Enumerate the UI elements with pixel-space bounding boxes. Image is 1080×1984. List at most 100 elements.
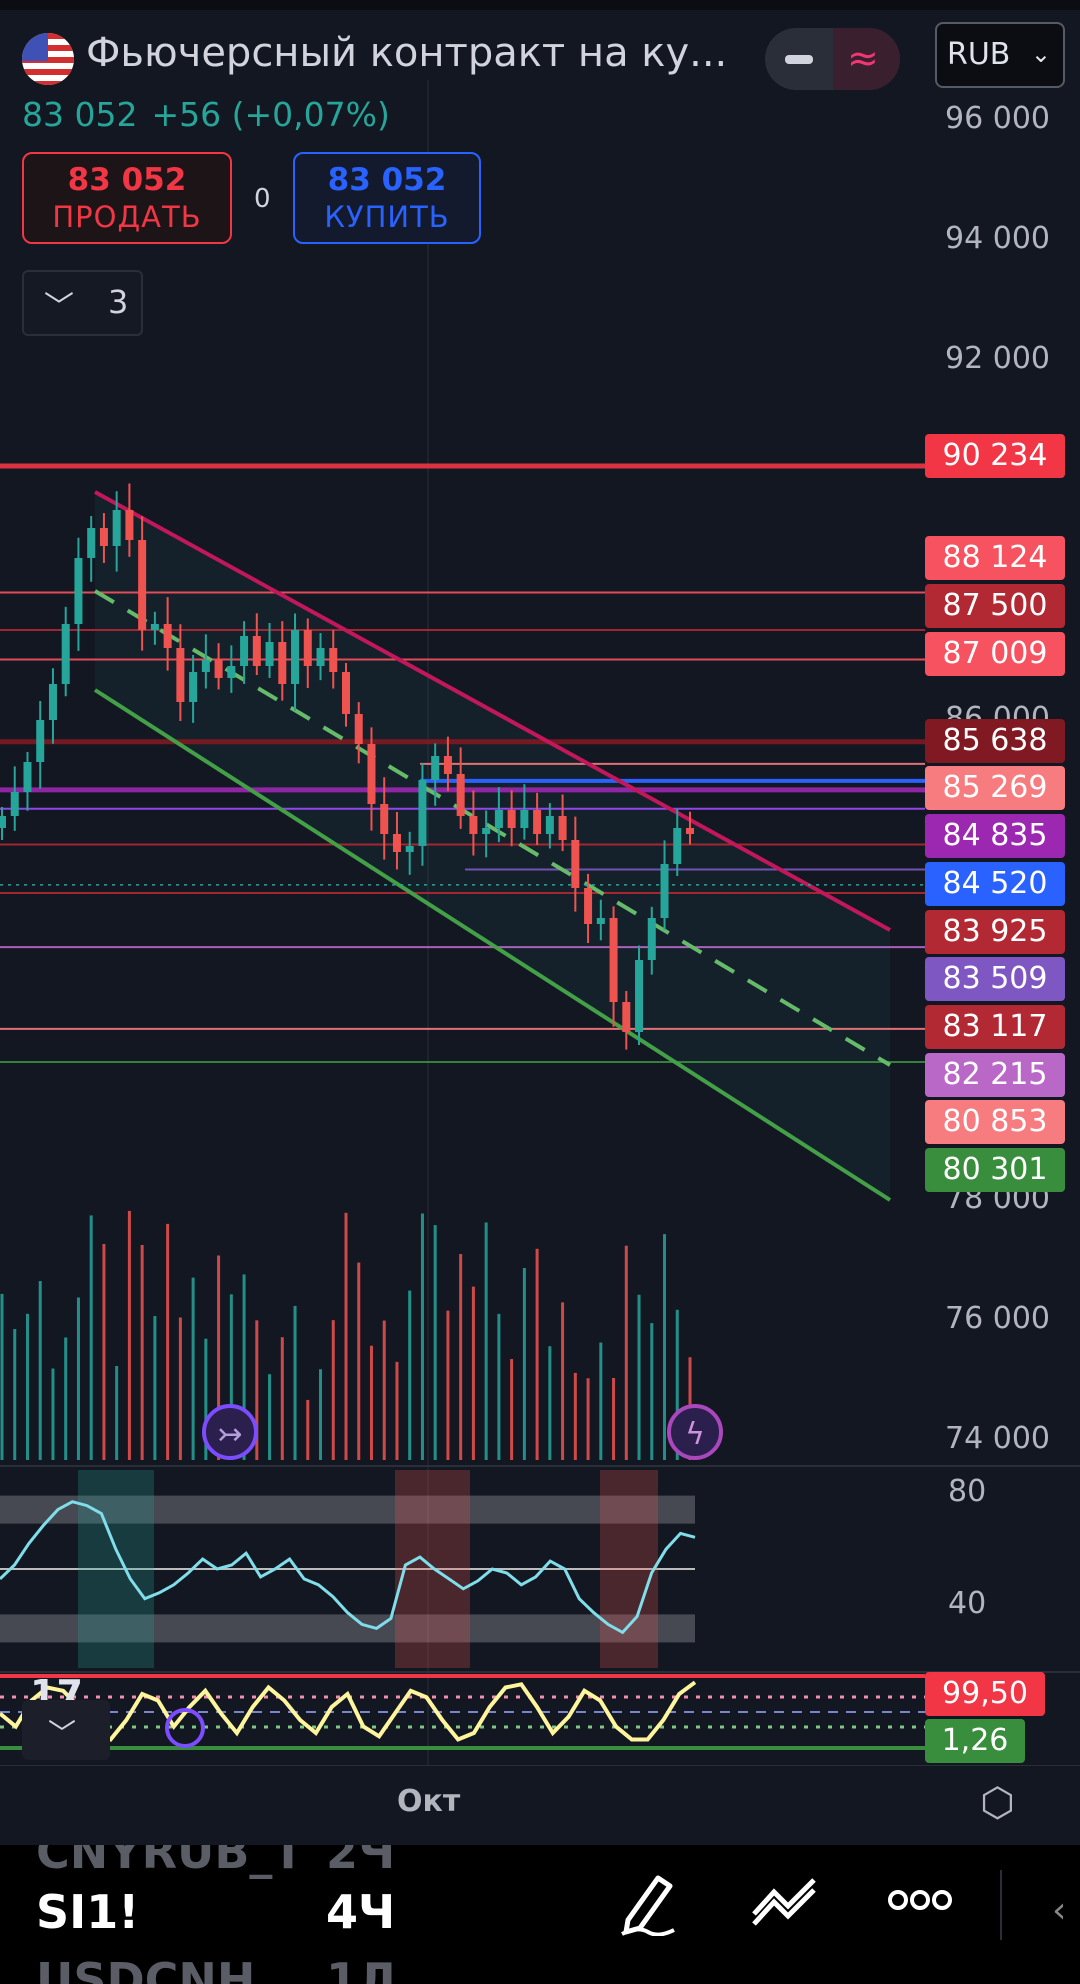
toggle-right-segment[interactable] — [833, 28, 900, 90]
osc-axis-80: 80 — [948, 1474, 987, 1509]
indicators-collapse-button[interactable]: ﹀ 3 — [22, 270, 143, 336]
price-change: +56 (+0,07%) — [151, 95, 390, 134]
volume-bar — [127, 1210, 131, 1460]
watchlist-item-selected[interactable]: SI1! 4Ч — [36, 1885, 395, 1939]
chevron-down-icon: ﹀ — [48, 1717, 77, 1750]
candle-body — [418, 780, 427, 846]
candle-body — [329, 648, 338, 672]
volume-bar — [178, 1317, 182, 1460]
price-line: 83 052 +56 (+0,07%) — [22, 95, 390, 134]
volume-bar — [51, 1368, 55, 1460]
volume-bar — [229, 1294, 233, 1460]
level-badge: 83 925 — [925, 910, 1065, 954]
candle-body — [456, 774, 465, 816]
collapse-left-icon[interactable]: ‹ — [1052, 1890, 1067, 1931]
volume-bar — [217, 1255, 221, 1460]
volume-bar — [357, 1262, 361, 1460]
candle-body — [189, 672, 198, 702]
trend-lines-icon[interactable] — [750, 1870, 820, 1944]
approx-wave-icon: ≈ — [847, 36, 879, 80]
candle-body — [87, 528, 96, 558]
chart-mode-toggle[interactable]: ≈ — [765, 28, 900, 90]
watchlist-item[interactable]: CNYRUB_T 2Ч — [36, 1845, 395, 1879]
volume-bar — [484, 1222, 488, 1460]
candle-body — [520, 810, 529, 828]
currency-select[interactable]: RUB ⌄ — [935, 22, 1065, 88]
arrow-event-glyph: ↣ — [217, 1417, 242, 1452]
candle-body — [545, 816, 554, 834]
candle-body — [482, 828, 491, 834]
pane-collapse-button[interactable]: ﹀ — [22, 1700, 110, 1760]
volume-bar — [433, 1225, 437, 1460]
settings-hexagon-icon[interactable]: ⬡ — [980, 1780, 1015, 1826]
volume-bar — [344, 1212, 348, 1460]
time-axis[interactable]: Окт ⬡ — [0, 1765, 1080, 1846]
watchlist-picker[interactable]: CNYRUB_T 2Ч SI1! 4Ч USDCNH 1Д — [0, 1845, 1080, 1984]
volume-bar — [76, 1297, 80, 1460]
volume-bar — [395, 1361, 399, 1460]
buy-price: 83 052 — [327, 162, 447, 198]
volume-bar — [561, 1302, 565, 1460]
symbol-title[interactable]: Фьючерсный контракт на ку... — [86, 30, 728, 76]
price-chart[interactable]: ↣ ϟ — [0, 0, 1080, 1765]
candle-body — [74, 558, 83, 624]
watch-interval: 1Д — [326, 1953, 399, 1984]
volume-bar — [459, 1254, 463, 1460]
pencil-draw-icon[interactable] — [618, 1870, 678, 1950]
volume-bar — [624, 1245, 628, 1460]
candle-body — [291, 630, 300, 684]
level-badge: 85 269 — [925, 766, 1065, 810]
osc2-marker — [165, 1708, 205, 1748]
volume-bar — [25, 1313, 29, 1460]
candle-body — [609, 918, 618, 1002]
candle-body — [686, 828, 694, 834]
candle-body — [392, 834, 401, 852]
volume-bar — [140, 1244, 144, 1460]
volume-bar — [293, 1305, 297, 1460]
status-bar-strip — [0, 0, 1080, 10]
volume-bar — [255, 1320, 259, 1460]
candle-body — [227, 666, 236, 678]
candle-body — [99, 528, 108, 546]
volume-bar — [573, 1372, 577, 1460]
buy-label: КУПИТЬ — [324, 200, 450, 234]
rsi-overbought-band — [0, 1495, 695, 1524]
volume-bar — [13, 1328, 17, 1460]
price-axis-tick: 74 000 — [945, 1421, 1050, 1456]
candle-body — [584, 888, 593, 924]
level-badge: 80 853 — [925, 1100, 1065, 1144]
candle-body — [163, 624, 172, 648]
watch-symbol: CNYRUB_T — [36, 1845, 304, 1879]
candle-body — [112, 510, 121, 546]
candle-body — [405, 846, 414, 852]
volume-bar — [382, 1320, 386, 1460]
osc2-badge-low: 1,26 — [925, 1719, 1025, 1763]
last-price: 83 052 — [22, 95, 138, 134]
currency-label: RUB — [947, 37, 1011, 72]
minus-icon — [785, 55, 813, 64]
sell-button[interactable]: 83 052 ПРОДАТЬ — [22, 152, 232, 244]
candle-body — [673, 828, 682, 864]
level-badge: 85 638 — [925, 719, 1065, 763]
more-options-icon[interactable] — [888, 1870, 952, 1944]
buy-button[interactable]: 83 052 КУПИТЬ — [293, 152, 481, 244]
volume-bar — [115, 1365, 119, 1460]
candle-body — [558, 816, 567, 840]
candle-body — [660, 864, 669, 918]
watchlist-item[interactable]: USDCNH 1Д — [36, 1953, 399, 1984]
candle-body — [533, 810, 542, 834]
rsi-line — [0, 1500, 696, 1635]
candle-body — [622, 1002, 631, 1032]
volume-bar — [650, 1323, 654, 1460]
level-badge: 80 301 — [925, 1148, 1065, 1192]
candle-body — [443, 756, 452, 774]
volume-bar — [612, 1377, 616, 1460]
channel-lower-line — [93, 688, 892, 1202]
candle-body — [469, 816, 478, 834]
sell-price: 83 052 — [67, 162, 187, 198]
osc2-badge-high: 99,50 — [925, 1672, 1045, 1716]
candle-body — [48, 684, 57, 720]
candle-body — [431, 756, 440, 780]
candle-body — [10, 792, 19, 816]
toggle-left-segment[interactable] — [765, 28, 831, 90]
